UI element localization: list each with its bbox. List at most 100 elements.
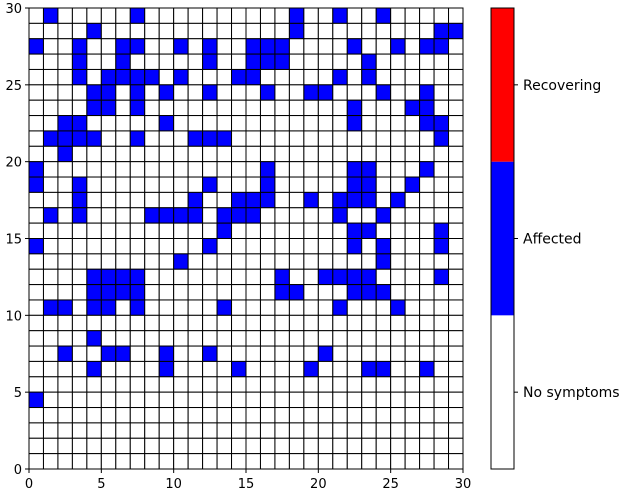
grid-cell xyxy=(317,422,334,439)
grid-cell xyxy=(187,207,204,224)
grid-cell xyxy=(259,222,276,239)
grid-cell xyxy=(433,330,450,347)
grid-cell xyxy=(231,360,247,378)
grid-cell xyxy=(71,238,88,255)
grid-cell xyxy=(57,391,73,409)
grid-cell xyxy=(173,7,189,24)
grid-cell xyxy=(144,330,160,347)
grid-cell xyxy=(71,284,88,301)
grid-cell xyxy=(245,376,261,393)
grid-cell xyxy=(187,238,204,255)
grid-cell xyxy=(202,84,218,101)
grid-cell xyxy=(71,176,88,193)
grid-cell xyxy=(100,360,117,378)
grid-cell xyxy=(86,268,102,286)
grid-cell xyxy=(332,84,348,101)
grid-cell xyxy=(346,84,363,101)
grid-cell xyxy=(216,284,233,301)
grid-cell xyxy=(419,176,435,193)
grid-cell xyxy=(202,53,218,70)
grid-cell xyxy=(448,22,464,40)
grid-cell xyxy=(361,99,377,117)
grid-cell xyxy=(259,53,276,70)
grid-cell xyxy=(86,38,102,55)
grid-cell xyxy=(71,38,88,55)
grid-cell xyxy=(28,207,44,224)
grid-cell xyxy=(390,314,406,332)
grid-cell xyxy=(361,253,377,270)
grid-cell xyxy=(187,376,204,393)
grid-cell xyxy=(57,191,73,209)
grid-cell xyxy=(303,314,319,332)
grid-cell xyxy=(390,38,406,55)
grid-cell xyxy=(187,7,204,24)
grid-cell xyxy=(361,130,377,147)
grid-cell xyxy=(332,207,348,224)
grid-cell xyxy=(274,330,290,347)
grid-cell xyxy=(332,330,348,347)
grid-cell xyxy=(129,268,146,286)
grid-cell xyxy=(390,115,406,132)
grid-cell xyxy=(448,407,464,424)
grid-cell xyxy=(259,191,276,209)
grid-cell xyxy=(144,161,160,178)
grid-cell xyxy=(57,314,73,332)
grid-cell xyxy=(288,176,305,193)
grid-cell xyxy=(448,284,464,301)
grid-cell xyxy=(288,22,305,40)
y-tick-label: 20 xyxy=(5,156,22,171)
grid-cell xyxy=(28,115,44,132)
grid-cell xyxy=(433,207,450,224)
grid-cell xyxy=(332,161,348,178)
grid-cell xyxy=(346,115,363,132)
grid-cell xyxy=(303,68,319,86)
grid-cell xyxy=(419,38,435,55)
grid-cell xyxy=(448,207,464,224)
grid-cell xyxy=(42,453,59,470)
grid-cell xyxy=(419,115,435,132)
grid-cell xyxy=(115,161,131,178)
grid-cell xyxy=(144,207,160,224)
grid-cell xyxy=(346,191,363,209)
grid-cell xyxy=(390,22,406,40)
grid-cell xyxy=(274,299,290,316)
colorbar-segment xyxy=(491,315,514,469)
grid-cell xyxy=(419,330,435,347)
grid-cell xyxy=(158,222,175,239)
grid-cell xyxy=(419,53,435,70)
grid-cell xyxy=(274,253,290,270)
grid-cell xyxy=(187,161,204,178)
grid-cell xyxy=(216,53,233,70)
grid-cell xyxy=(202,330,218,347)
grid-cell xyxy=(317,345,334,362)
grid-cell xyxy=(158,68,175,86)
grid-cell xyxy=(317,284,334,301)
grid-cell xyxy=(448,238,464,255)
grid-cell xyxy=(375,53,392,70)
grid-cell xyxy=(42,53,59,70)
grid-cell xyxy=(57,238,73,255)
grid-cell xyxy=(419,161,435,178)
grid-cell xyxy=(42,422,59,439)
grid-cell xyxy=(216,84,233,101)
grid-cell xyxy=(115,360,131,378)
grid-cell xyxy=(245,345,261,362)
grid-cell xyxy=(375,345,392,362)
grid-cell xyxy=(259,299,276,316)
grid-cell xyxy=(144,345,160,362)
grid-cell xyxy=(202,376,218,393)
grid-cell xyxy=(202,161,218,178)
grid-cell xyxy=(245,391,261,409)
grid-cell xyxy=(173,314,189,332)
grid-cell xyxy=(303,238,319,255)
grid-cell xyxy=(375,68,392,86)
grid-cell xyxy=(28,99,44,117)
grid-cell xyxy=(346,7,363,24)
grid-cell xyxy=(57,330,73,347)
grid-cell xyxy=(158,7,175,24)
grid-cell xyxy=(404,360,421,378)
grid-cell xyxy=(86,376,102,393)
grid-cell xyxy=(86,22,102,40)
grid-cell xyxy=(288,360,305,378)
